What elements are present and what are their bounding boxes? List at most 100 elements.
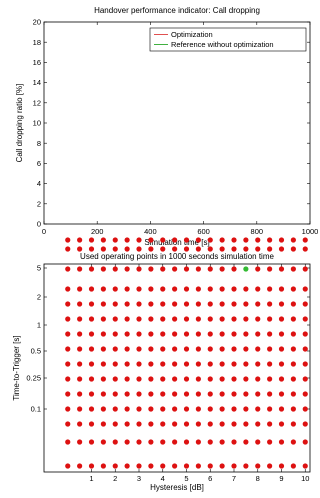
- operating-point: [302, 376, 308, 382]
- operating-point: [136, 421, 142, 427]
- operating-point: [77, 346, 83, 352]
- operating-point: [207, 331, 213, 337]
- operating-point: [243, 246, 249, 252]
- operating-point: [65, 406, 71, 412]
- operating-point: [124, 246, 130, 252]
- operating-point: [255, 346, 261, 352]
- operating-point: [148, 246, 154, 252]
- operating-point: [243, 391, 249, 397]
- operating-point: [160, 439, 166, 445]
- chart2-y-label: Time-to-Trigger [s]: [12, 335, 21, 400]
- operating-point: [112, 286, 118, 292]
- operating-point: [195, 391, 201, 397]
- operating-point: [148, 421, 154, 427]
- operating-point: [267, 301, 273, 307]
- operating-point: [195, 439, 201, 445]
- operating-point: [290, 237, 296, 243]
- operating-point: [290, 246, 296, 252]
- operating-point: [195, 376, 201, 382]
- operating-point: [136, 316, 142, 322]
- chart2-x-tick-label: 3: [137, 474, 141, 483]
- chart1-x-tick-label: 1000: [302, 227, 319, 236]
- operating-point: [219, 246, 225, 252]
- operating-point: [290, 346, 296, 352]
- operating-point: [160, 406, 166, 412]
- operating-point: [219, 316, 225, 322]
- operating-point: [278, 376, 285, 382]
- chart1-x-tick-label: 600: [197, 227, 210, 236]
- operating-point: [183, 286, 190, 292]
- operating-point: [267, 346, 273, 352]
- chart1-y-tick-label: 16: [33, 58, 41, 67]
- operating-point: [267, 439, 273, 445]
- operating-point: [290, 391, 296, 397]
- operating-point: [136, 301, 142, 307]
- chart2-x-tick-label: 7: [232, 474, 236, 483]
- operating-point: [112, 391, 118, 397]
- operating-point: [231, 266, 237, 272]
- operating-point: [278, 286, 285, 292]
- operating-point: [290, 286, 296, 292]
- operating-point: [195, 286, 201, 292]
- operating-point: [255, 266, 261, 272]
- operating-point: [160, 286, 166, 292]
- operating-point: [231, 316, 237, 322]
- operating-point: [207, 237, 213, 243]
- operating-point: [112, 316, 118, 322]
- operating-point: [278, 246, 285, 252]
- operating-point: [100, 406, 106, 412]
- operating-point: [136, 246, 142, 252]
- operating-point: [136, 463, 142, 469]
- operating-point: [172, 463, 178, 469]
- chart1-y-tick-label: 4: [37, 179, 41, 188]
- chart2-x-tick-label: 2: [113, 474, 117, 483]
- operating-point: [278, 346, 285, 352]
- operating-point: [65, 346, 71, 352]
- operating-point: [124, 376, 130, 382]
- operating-point: [183, 439, 190, 445]
- operating-point: [243, 406, 249, 412]
- chart2-x-label: Hysteresis [dB]: [150, 483, 204, 492]
- operating-point: [172, 439, 178, 445]
- operating-point: [183, 463, 190, 469]
- operating-point: [243, 346, 249, 352]
- operating-point: [100, 463, 106, 469]
- operating-point: [219, 406, 225, 412]
- chart2-x-tick-label: 10: [301, 474, 309, 483]
- operating-point: [302, 439, 308, 445]
- operating-point: [136, 286, 142, 292]
- operating-point: [207, 316, 213, 322]
- operating-point: [219, 463, 225, 469]
- operating-point: [183, 246, 190, 252]
- operating-point: [112, 439, 118, 445]
- operating-point: [65, 266, 71, 272]
- operating-point: [231, 391, 237, 397]
- operating-point: [112, 237, 118, 243]
- operating-point: [267, 237, 273, 243]
- operating-point: [77, 301, 83, 307]
- operating-point: [100, 301, 106, 307]
- chart2-plot-area: [43, 263, 311, 473]
- operating-point: [160, 301, 166, 307]
- operating-point: [231, 361, 237, 367]
- chart1-y-tick-label: 20: [33, 18, 41, 27]
- chart1-x-label: Simulation time [s]: [144, 238, 209, 247]
- operating-point: [172, 406, 178, 412]
- operating-point: [172, 361, 178, 367]
- operating-point: [124, 316, 130, 322]
- operating-point: [88, 331, 95, 337]
- operating-point: [231, 463, 237, 469]
- chart-call-dropping: Handover performance indicator: Call dro…: [15, 6, 318, 247]
- operating-point: [207, 286, 213, 292]
- chart1-legend: Optimization Reference without optimizat…: [149, 27, 307, 52]
- operating-point: [160, 246, 166, 252]
- operating-point: [183, 406, 190, 412]
- operating-point: [112, 463, 118, 469]
- operating-point: [290, 266, 296, 272]
- chart1-x-tick-label: 200: [91, 227, 104, 236]
- operating-point: [172, 286, 178, 292]
- operating-point: [255, 286, 261, 292]
- operating-point: [278, 331, 285, 337]
- operating-point: [302, 316, 308, 322]
- operating-point: [65, 246, 71, 252]
